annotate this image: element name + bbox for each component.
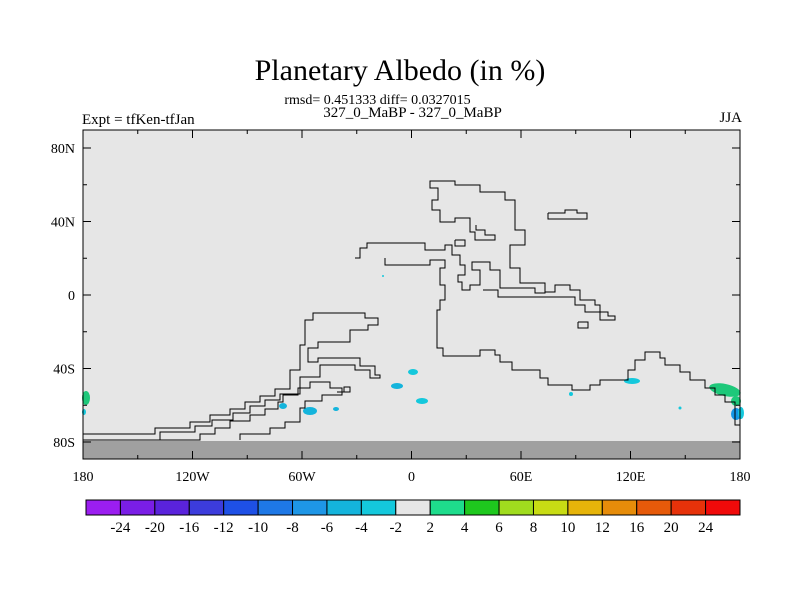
x-tick-label: 60W [288, 470, 316, 485]
colorbar-label: 16 [629, 520, 645, 536]
continent-outlines [83, 180, 740, 441]
colorbar-swatch [85, 499, 121, 516]
x-tick-label: 0 [408, 470, 415, 485]
colorbar-label: -20 [145, 520, 165, 536]
continent-outline [384, 258, 740, 426]
anomaly-patch [569, 392, 573, 396]
x-tick-label: 120W [175, 470, 210, 485]
x-tick-label: 180 [730, 470, 751, 485]
x-tick-label: 60E [510, 470, 533, 485]
colorbar-label: -6 [321, 520, 334, 536]
anomaly-patch [303, 407, 317, 415]
colorbar-label: 20 [664, 520, 679, 536]
anomaly-patch [408, 369, 418, 375]
colorbar-swatch [532, 499, 569, 516]
colorbar-swatch [567, 499, 603, 516]
anomaly-patch [678, 406, 682, 410]
colorbar-label: 2 [426, 520, 434, 536]
colorbar-label: -10 [248, 520, 268, 536]
x-tick-label: 120E [616, 470, 646, 485]
colorbar-swatch [326, 499, 362, 516]
map-panel: 180 120W 60W 0 60E 120E 180 80N 40N 0 40S 80S [51, 129, 751, 485]
colorbar-label: -4 [355, 520, 368, 536]
colorbar-swatch [188, 499, 225, 516]
anomaly-patch [731, 396, 741, 406]
colorbar-label: -24 [110, 520, 130, 536]
anomaly-patch [624, 378, 640, 384]
latitude-ticks: 80N 40N 0 40S 80S [51, 142, 740, 451]
experiment-label: Expt = tfKen-tfJan [82, 112, 195, 128]
y-tick-label: 40N [51, 216, 75, 231]
continent-outline [355, 180, 546, 294]
colorbar-swatch [601, 499, 638, 516]
continent-outline [483, 284, 616, 321]
y-tick-label: 80N [51, 142, 75, 157]
colorbar-swatch [670, 499, 707, 516]
anomaly-patch [738, 407, 744, 419]
colorbar-swatch [395, 499, 431, 516]
colorbar-swatch [429, 499, 466, 516]
map-background [83, 130, 740, 459]
colorbar-label: 6 [495, 520, 503, 536]
colorbar-label: 24 [698, 520, 714, 536]
anomaly-patch [391, 383, 403, 389]
continent-outline [547, 209, 588, 220]
anomaly-patch [279, 403, 287, 409]
colorbar-swatch [223, 499, 259, 516]
anomaly-patch [416, 398, 428, 404]
continent-outline [83, 312, 381, 441]
y-tick-label: 0 [68, 289, 75, 304]
colorbar-label: 10 [560, 520, 575, 536]
continent-outline [454, 239, 466, 247]
continent-outline [577, 321, 589, 329]
center-label: 327_0_MaBP - 327_0_MaBP [323, 105, 502, 121]
colorbar-swatch [636, 499, 672, 516]
colorbar-label: -2 [390, 520, 403, 536]
colorbar-label: -12 [214, 520, 234, 536]
colorbar-swatch [498, 499, 534, 516]
colorbar-label: 4 [461, 520, 469, 536]
colorbar-swatch [705, 499, 741, 516]
colorbar-swatch [292, 499, 328, 516]
colorbar-label: 12 [595, 520, 610, 536]
colorbar-swatch [360, 499, 397, 516]
anomaly-patch [82, 391, 90, 405]
season-label: JJA [719, 110, 742, 126]
colorbar: -24 -20 -16 -12 -10 -8 -6 -4 -2 2 4 6 8 10 12 16 20 24 [85, 499, 741, 536]
colorbar-swatch [154, 499, 190, 516]
longitude-ticks: 180 120W 60W 0 60E 120E 180 [73, 130, 751, 485]
y-tick-label: 40S [53, 363, 75, 378]
y-tick-label: 80S [53, 436, 75, 451]
colorbar-swatch [119, 499, 156, 516]
stats-line: rmsd= 0.451333 diff= 0.0327015 [284, 93, 471, 108]
colorbar-label: -8 [286, 520, 299, 536]
colorbar-swatch [464, 499, 500, 516]
continent-outline [155, 381, 343, 441]
x-tick-label: 180 [73, 470, 94, 485]
anomaly-patch [333, 407, 339, 411]
colorbar-label: -16 [179, 520, 199, 536]
colorbar-label: 8 [530, 520, 538, 536]
colorbar-swatch [257, 499, 294, 516]
anomaly-patch [709, 383, 741, 397]
continent-outline [337, 386, 351, 393]
anomaly-patch [382, 275, 384, 277]
plot-title: Planetary Albedo (in %) [254, 54, 546, 87]
missing-data-band [83, 441, 740, 459]
